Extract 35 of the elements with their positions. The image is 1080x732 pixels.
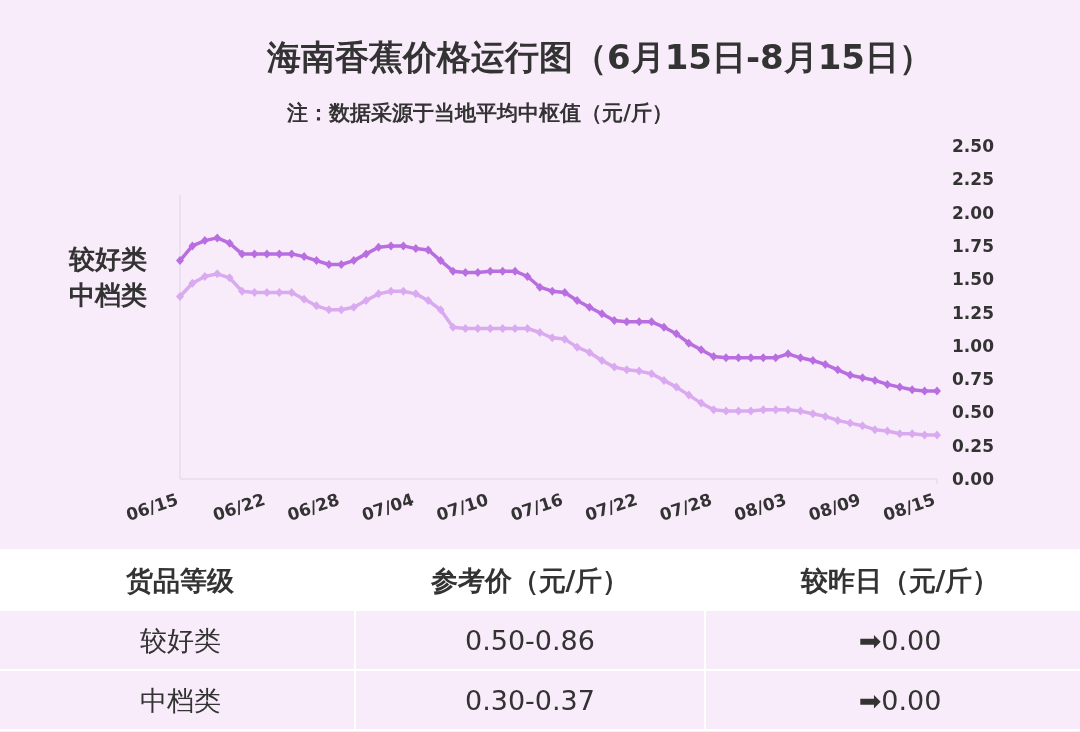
chart-subtitle: 注：数据采源于当地平均中枢值（元/斤） (286, 101, 673, 125)
x-tick-label: 07/28 (657, 489, 715, 525)
y-tick-label: 2.25 (952, 169, 994, 190)
x-tick-label: 08/15 (880, 489, 938, 525)
x-tick-label: 08/09 (806, 489, 864, 525)
text: 较昨日（元/斤） (799, 564, 1000, 596)
x-tick-label: 08/03 (731, 489, 789, 525)
text: ➡0.00 (858, 684, 942, 716)
x-tick-label: 06/28 (284, 489, 342, 525)
text: 较好类 (139, 624, 221, 656)
x-tick-label: 07/22 (582, 489, 640, 525)
y-tick-label: 1.50 (952, 269, 995, 290)
x-tick-label: 07/16 (508, 489, 566, 525)
series-label: 中档类 (69, 279, 147, 310)
y-tick-label: 2.00 (952, 202, 995, 223)
y-tick-label: 1.00 (952, 335, 995, 356)
y-tick-label: 0.75 (952, 369, 994, 390)
text: 0.30-0.37 (465, 684, 595, 716)
text: ➡0.00 (858, 624, 942, 656)
x-tick-label: 06/15 (123, 489, 181, 525)
text: 0.50-0.86 (465, 624, 595, 656)
y-tick-label: 0.25 (952, 435, 994, 456)
series-label: 较好类 (68, 243, 147, 274)
x-tick-label: 07/04 (359, 489, 417, 525)
text: 参考价（元/斤） (429, 564, 630, 596)
text: 货品等级 (125, 564, 235, 596)
y-tick-label: 1.75 (952, 235, 994, 256)
chart-title: 海南香蕉价格运行图（6月15日-8月15日） (265, 37, 934, 77)
y-tick-label: 2.50 (952, 136, 995, 156)
y-tick-label: 0.50 (952, 402, 995, 423)
y-tick-label: 0.00 (952, 469, 995, 489)
x-tick-label: 07/10 (433, 489, 491, 525)
y-tick-label: 1.25 (952, 302, 994, 323)
x-tick-label: 06/22 (210, 489, 268, 525)
text: 中档类 (139, 684, 221, 716)
